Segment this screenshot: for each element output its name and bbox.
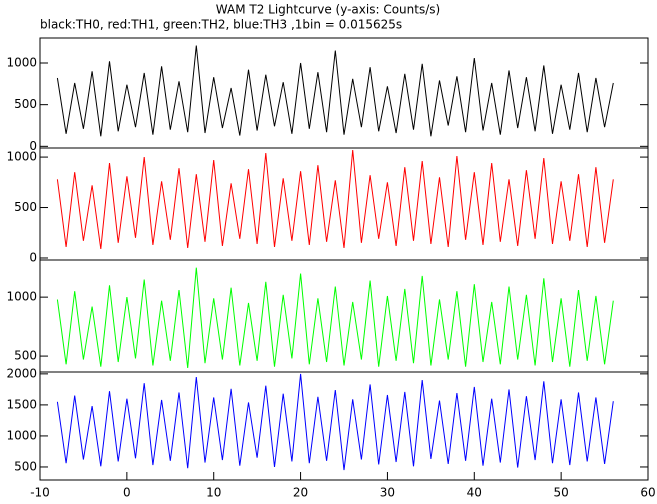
chart-title: WAM T2 Lightcurve (y-axis: Counts/s) (216, 3, 440, 17)
x-tick-label: 60 (640, 486, 655, 500)
x-tick-label: 50 (554, 486, 569, 500)
panel-frame (39, 259, 649, 373)
y-tick-label: 1500 (6, 397, 37, 411)
y-tick-label: 2000 (6, 366, 37, 380)
y-tick-label: 500 (14, 349, 37, 363)
x-tick-label: 20 (293, 486, 308, 500)
y-tick-label: 1000 (6, 428, 37, 442)
y-tick-label: 1000 (6, 290, 37, 304)
x-tick-label: 0 (123, 486, 131, 500)
y-tick-label: 500 (14, 459, 37, 473)
y-tick-label: 500 (14, 200, 37, 214)
lightcurve-line (56, 45, 614, 137)
y-tick-label: 0 (29, 139, 37, 153)
x-tick-label: 40 (467, 486, 482, 500)
x-tick-label: -10 (30, 486, 50, 500)
y-tick-label: 0 (29, 250, 37, 264)
chart-subtitle: black:TH0, red:TH1, green:TH2, blue:TH3 … (40, 18, 402, 32)
y-tick-label: 500 (14, 97, 37, 111)
x-tick-label: 10 (206, 486, 221, 500)
lightcurve-line (56, 373, 614, 471)
lightcurve-line (56, 149, 614, 249)
x-tick-label: 30 (380, 486, 395, 500)
y-tick-label: 1000 (6, 150, 37, 164)
lightcurve-line (56, 267, 614, 368)
panel-frame (39, 371, 649, 481)
y-tick-label: 1000 (6, 56, 37, 70)
